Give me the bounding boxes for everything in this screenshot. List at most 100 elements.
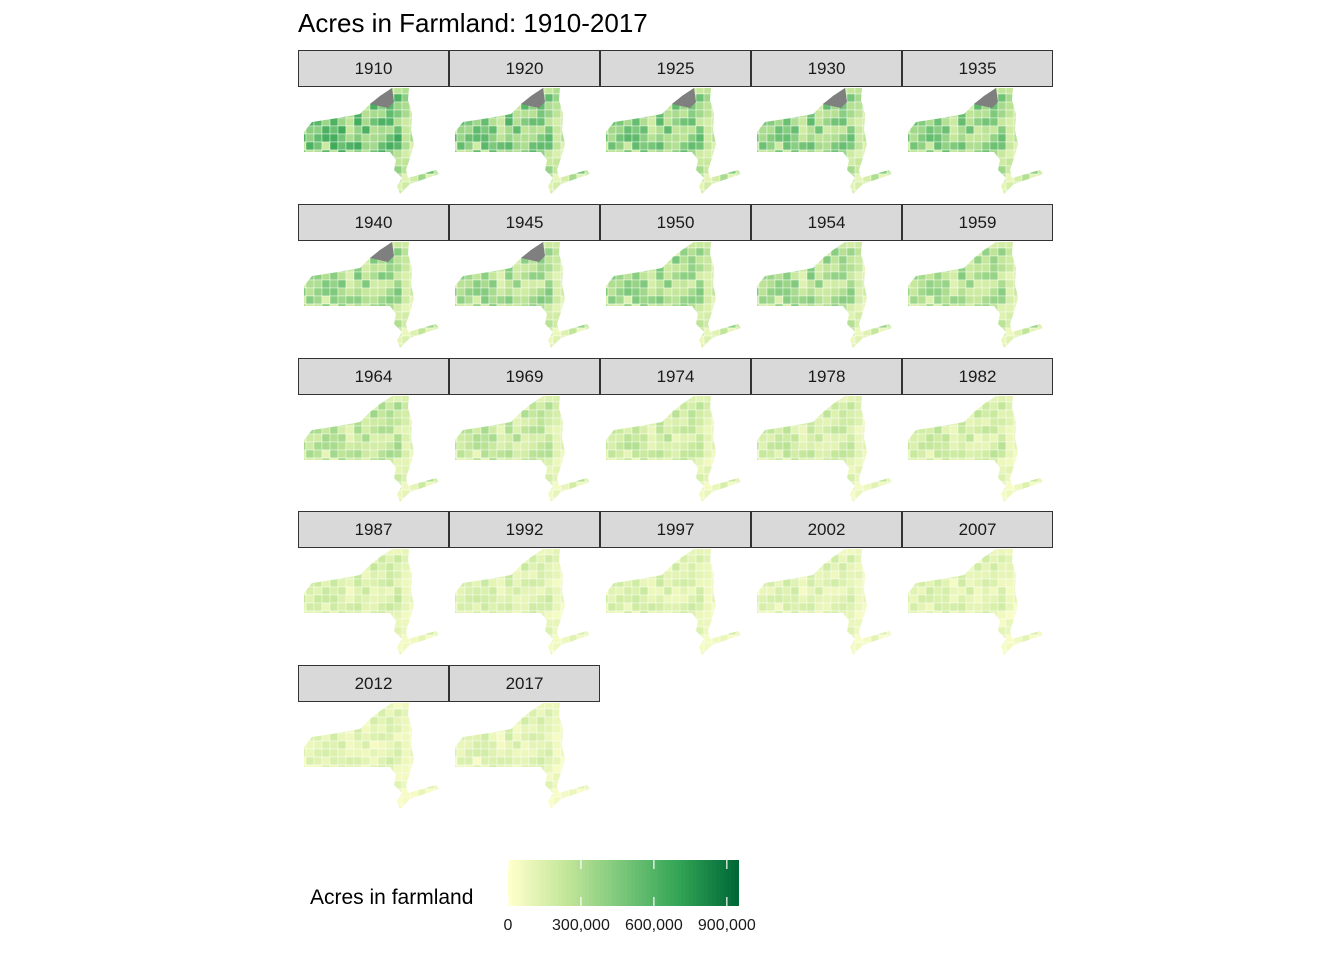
county-region	[766, 88, 776, 95]
county-region	[663, 125, 673, 135]
county-region	[584, 401, 590, 411]
county-region	[1029, 303, 1039, 313]
county-region	[774, 473, 784, 483]
county-region	[425, 173, 435, 183]
county-region	[782, 141, 792, 151]
county-region	[846, 279, 856, 289]
county-region	[870, 287, 880, 297]
county-region	[949, 141, 959, 151]
county-region	[941, 481, 951, 491]
county-region	[345, 602, 355, 612]
county-region	[965, 489, 975, 499]
county-region	[1046, 466, 1053, 474]
county-region	[442, 498, 449, 506]
county-region	[806, 189, 816, 194]
county-region	[584, 549, 590, 556]
county-region	[409, 117, 419, 127]
county-region	[576, 109, 586, 119]
county-region	[870, 165, 880, 175]
county-region	[790, 417, 800, 427]
county-region	[480, 141, 490, 151]
county-region	[536, 586, 546, 596]
county-region	[655, 181, 665, 191]
county-region	[695, 242, 705, 249]
county-region	[329, 247, 339, 257]
county-region	[719, 287, 729, 297]
county-region	[504, 311, 514, 321]
county-region	[838, 133, 848, 143]
county-region	[496, 562, 506, 572]
county-region	[1013, 401, 1023, 411]
county-region	[568, 255, 578, 265]
county-region	[528, 417, 538, 427]
county-region	[353, 88, 363, 95]
county-region	[806, 343, 816, 348]
county-region	[941, 401, 951, 411]
county-region	[576, 489, 586, 499]
county-region	[593, 619, 600, 627]
county-region	[758, 319, 768, 329]
county-region	[456, 549, 466, 556]
county-region	[719, 165, 729, 175]
county-region	[417, 634, 427, 644]
county-region	[536, 117, 546, 127]
county-region	[369, 287, 379, 297]
county-region	[639, 554, 649, 564]
county-region	[536, 433, 546, 443]
county-region	[337, 409, 347, 419]
county-region	[909, 109, 919, 119]
county-region	[782, 247, 792, 257]
county-region	[908, 449, 911, 459]
county-region	[1046, 94, 1053, 102]
county-region	[576, 263, 586, 273]
county-region	[409, 335, 419, 345]
county-region	[870, 327, 880, 337]
county-region	[862, 279, 872, 289]
county-region	[703, 417, 713, 427]
county-region	[862, 165, 872, 175]
county-region	[757, 441, 760, 451]
county-region	[442, 304, 449, 312]
county-region	[933, 433, 943, 443]
county-region	[895, 458, 902, 466]
county-region	[560, 271, 570, 281]
county-region	[989, 497, 999, 502]
county-region	[607, 263, 617, 273]
county-region	[313, 117, 323, 127]
county-region	[377, 610, 387, 620]
county-region	[925, 489, 935, 499]
county-region	[719, 133, 729, 143]
county-region	[965, 101, 975, 111]
county-region	[758, 303, 768, 313]
county-region	[687, 133, 697, 143]
county-region	[965, 457, 975, 467]
county-region	[965, 417, 975, 427]
county-region	[933, 173, 943, 183]
county-region	[1037, 425, 1043, 435]
county-region	[329, 401, 339, 411]
county-region	[727, 335, 737, 345]
county-region	[305, 594, 315, 604]
county-region	[719, 554, 729, 564]
county-region	[798, 425, 808, 435]
county-region	[472, 481, 482, 491]
county-region	[544, 255, 554, 265]
county-region	[703, 255, 713, 265]
county-region	[528, 441, 538, 451]
county-region	[695, 396, 705, 403]
county-region	[744, 304, 751, 312]
county-region	[576, 335, 586, 345]
county-region	[488, 279, 498, 289]
county-region	[512, 335, 522, 345]
county-region	[895, 94, 902, 102]
county-region	[385, 441, 395, 451]
county-region	[933, 465, 943, 475]
county-region	[981, 457, 991, 467]
county-region	[544, 481, 554, 491]
county-region	[304, 634, 307, 644]
county-region	[305, 311, 315, 321]
county-region	[576, 101, 586, 111]
county-region	[606, 303, 609, 313]
county-region	[615, 271, 625, 281]
county-region	[957, 263, 967, 273]
